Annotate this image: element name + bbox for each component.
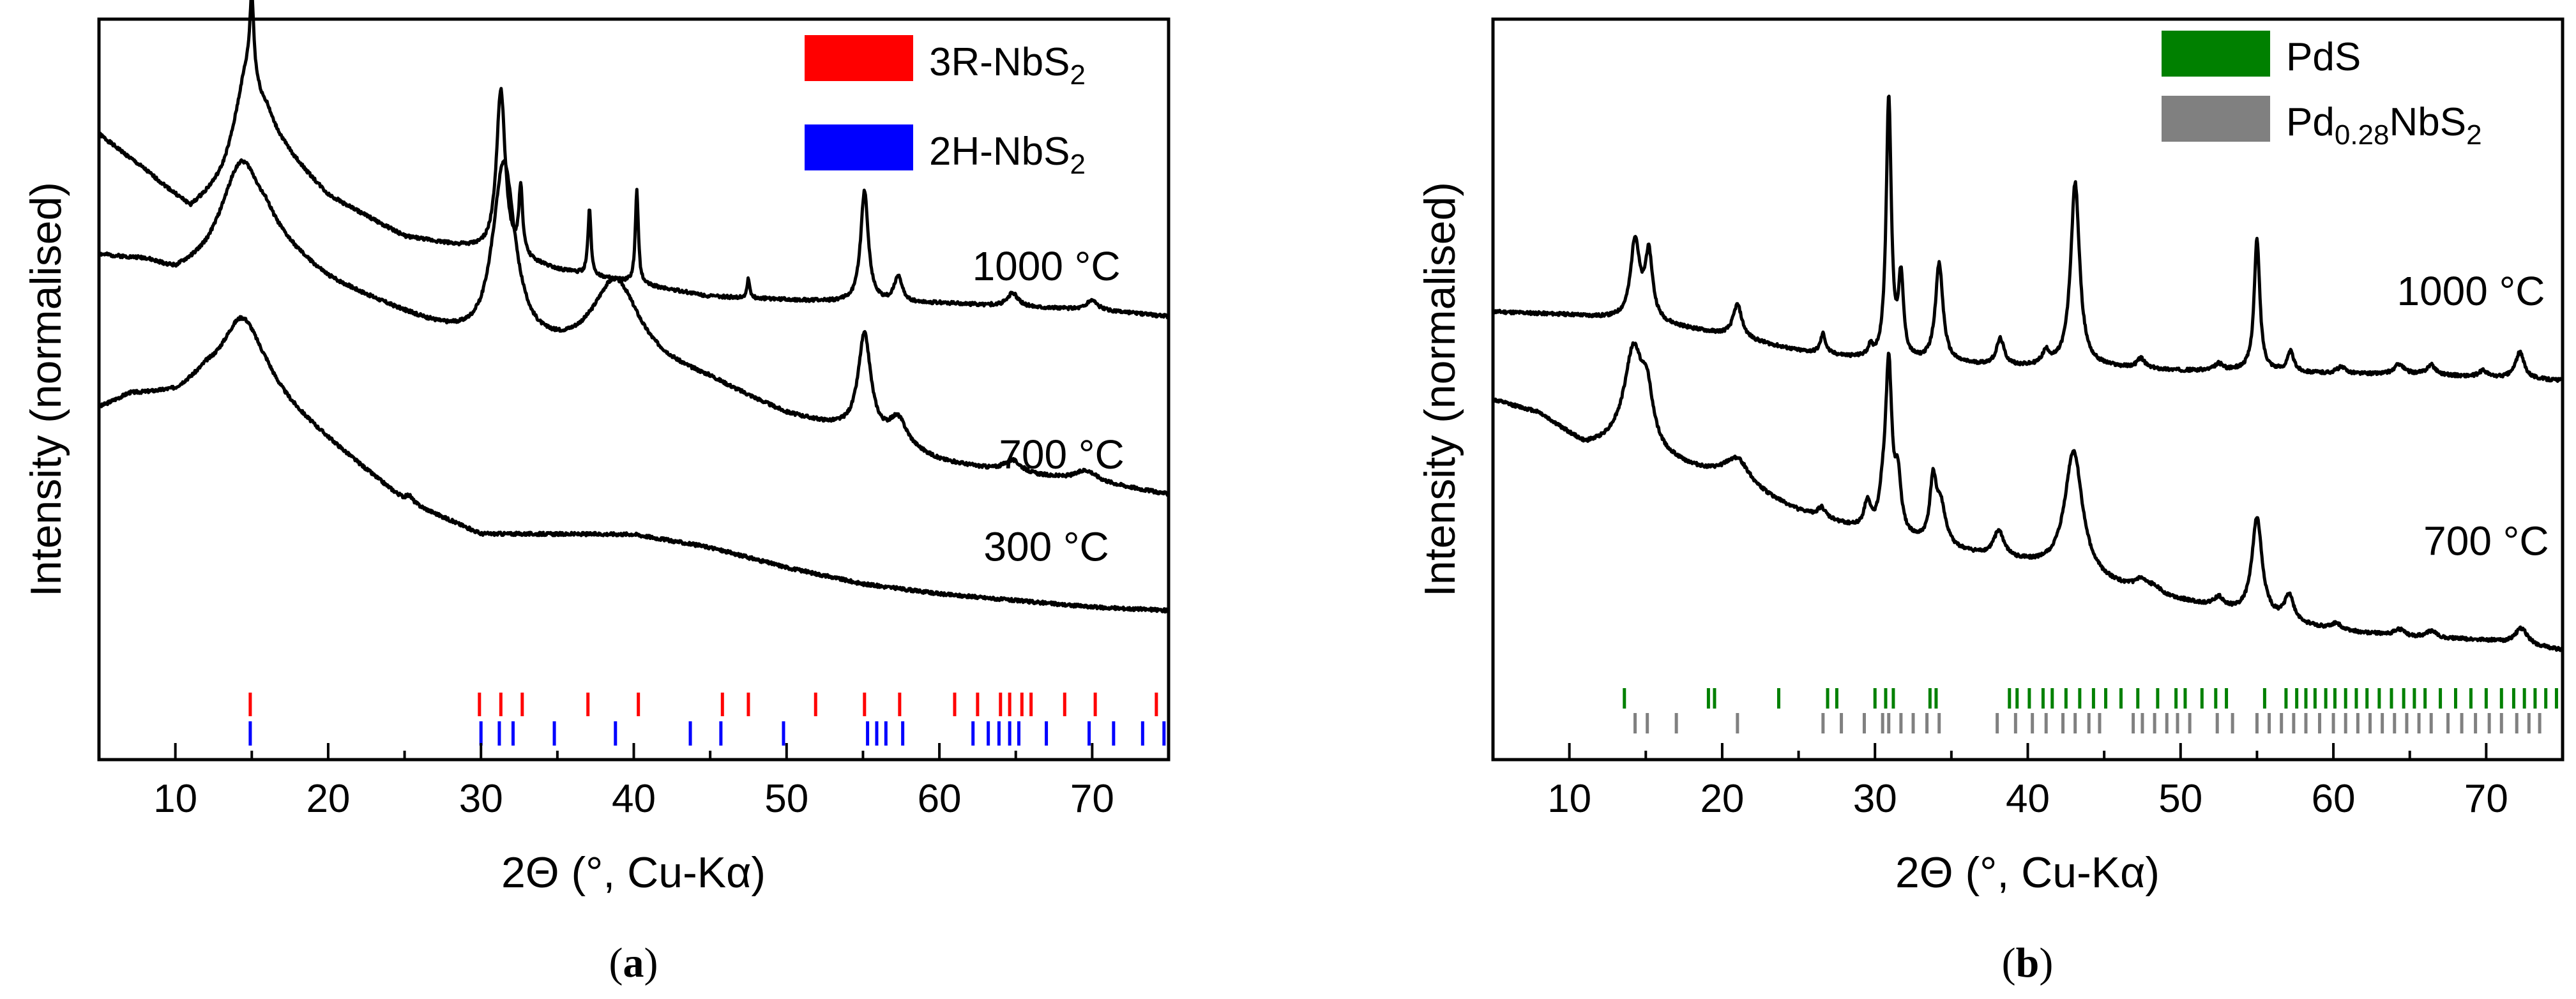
legend-swatch: [2162, 31, 2270, 77]
caption-open: (: [2002, 940, 2016, 986]
legend-entry: PdS: [2162, 31, 2361, 79]
series-group: [1491, 94, 2565, 652]
legend-label: PdS: [2286, 35, 2361, 79]
x-tick-label: 10: [153, 777, 197, 821]
x-tick-label: 30: [459, 777, 503, 821]
series-line: [1491, 341, 2565, 652]
panel-caption: (a): [609, 940, 658, 986]
legend-label-main: Pd: [2286, 100, 2335, 144]
panel-b-chart: 10 20 30 40 50 60 70 Intensity (normalised) 2Θ…: [1416, 17, 2565, 986]
x-tick-label: 10: [1547, 777, 1591, 821]
x-tick-label: 60: [2312, 777, 2356, 821]
legend-entry: 3R-NbS2: [805, 35, 1086, 91]
legend-label-subscript: 2: [1070, 59, 1086, 91]
legend-label-main: 2H-NbS: [929, 130, 1070, 174]
legend-label: 3R-NbS2: [929, 40, 1086, 91]
x-tick-label: 70: [1070, 777, 1114, 821]
x-tick-label: 30: [1853, 777, 1897, 821]
legend: PdS Pd0.28NbS2: [2162, 31, 2482, 151]
legend-label: 2H-NbS2: [929, 130, 1086, 180]
series-line: [97, 0, 1171, 320]
x-tick-label: 20: [1700, 777, 1744, 821]
legend-swatch: [805, 124, 913, 170]
caption-close: ): [644, 940, 658, 986]
legend-label-subscript: 0.28: [2335, 119, 2390, 151]
series-line: [97, 158, 1170, 497]
x-ticks-group: 10 20 30 40 50 60 70: [1492, 743, 2564, 821]
x-tick-label: 70: [2464, 777, 2508, 821]
series-label: 1000 °C: [973, 243, 1121, 289]
x-tick-label: 40: [2006, 777, 2050, 821]
x-ticks-group: 10 20 30 40 50 60 70: [98, 743, 1170, 821]
series-label: 700 °C: [2423, 518, 2549, 564]
series-group: [97, 0, 1171, 614]
legend-label-main: 3R-NbS: [929, 40, 1070, 84]
legend-label-subscript: 2: [2466, 119, 2481, 151]
x-tick-label: 60: [918, 777, 962, 821]
x-axis-title: 2Θ (°, Cu-Kα): [501, 848, 766, 897]
legend-swatch: [805, 35, 913, 81]
series-label: 700 °C: [999, 432, 1124, 477]
x-axis-title: 2Θ (°, Cu-Kα): [1895, 848, 2160, 897]
legend: 3R-NbS2 2H-NbS2: [805, 35, 1086, 180]
x-tick-label: 20: [306, 777, 350, 821]
legend-entry: 2H-NbS2: [805, 124, 1086, 180]
legend-label-main: NbS: [2389, 100, 2466, 144]
x-tick-label: 50: [2158, 777, 2202, 821]
y-axis-title: Intensity (normalised): [22, 182, 70, 597]
legend-swatch: [2162, 96, 2270, 142]
series-label: 1000 °C: [2397, 268, 2545, 314]
caption-letter: b: [2016, 940, 2040, 986]
legend-label: Pd0.28NbS2: [2286, 100, 2482, 151]
panel-caption: (b): [2002, 940, 2054, 986]
panel-a-chart: 10 20 30 40 50 60 70 Intensity (normalised) 2Θ…: [22, 0, 1171, 986]
legend-entry: Pd0.28NbS2: [2162, 96, 2482, 151]
x-tick-label: 50: [764, 777, 808, 821]
reference-ticks-group: [1623, 688, 2558, 733]
caption-open: (: [609, 940, 623, 986]
caption-close: ): [2039, 940, 2053, 986]
y-axis-title: Intensity (normalised): [1416, 182, 1464, 597]
series-line: [1491, 94, 2564, 383]
series-label: 300 °C: [983, 524, 1109, 570]
reference-ticks-group: [248, 693, 1166, 746]
caption-letter: a: [623, 940, 644, 986]
x-tick-label: 40: [612, 777, 656, 821]
legend-label-subscript: 2: [1070, 149, 1086, 180]
series-line: [97, 315, 1170, 614]
